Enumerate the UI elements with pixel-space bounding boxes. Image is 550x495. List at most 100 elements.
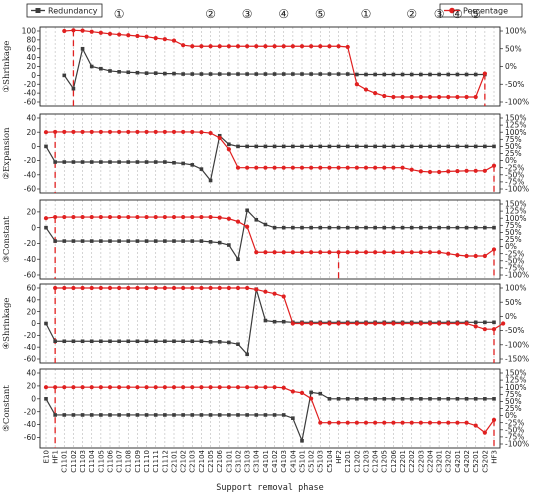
- right-tick-label: 0%: [505, 242, 517, 251]
- left-tick-label: 0: [31, 223, 36, 232]
- percentage-point: [199, 44, 204, 49]
- percentage-point: [107, 31, 113, 36]
- percentage-point: [373, 165, 378, 170]
- percentage-point: [464, 321, 469, 326]
- redundancy-point: [44, 321, 48, 326]
- redundancy-point: [71, 239, 76, 243]
- percentage-point: [226, 147, 231, 152]
- percentage-point: [281, 294, 286, 299]
- percentage-point: [80, 129, 85, 135]
- redundancy-point: [263, 318, 268, 323]
- percentage-point: [464, 253, 469, 259]
- percentage-point: [437, 321, 442, 326]
- percentage-point: [162, 285, 167, 291]
- redundancy-point: [53, 413, 57, 417]
- right-tick-label: -75%: [505, 264, 524, 273]
- redundancy-point: [309, 144, 313, 149]
- percentage-point: [254, 287, 259, 292]
- percentage-point: [400, 420, 405, 425]
- x-tick-label: C4103: [280, 450, 288, 473]
- percentage-point: [245, 285, 250, 291]
- percentage-point: [446, 321, 451, 326]
- redundancy-point: [391, 397, 396, 401]
- percentage-point: [391, 420, 396, 425]
- redundancy-point: [144, 339, 149, 344]
- percentage-point: [153, 129, 158, 135]
- left-tick-label: 20: [26, 62, 36, 71]
- redundancy-point: [163, 339, 167, 344]
- panel-frame: [39, 368, 501, 449]
- left-tick-label: 100: [22, 27, 37, 36]
- x-tick-label: HF2: [335, 450, 343, 464]
- x-tick-label: C1204: [372, 449, 380, 472]
- percentage-point: [446, 251, 451, 256]
- panel-3: 200-20-40-60150%125%100%75%50%25%0%-25%-…: [2, 199, 529, 280]
- redundancy-line: [45, 391, 494, 443]
- redundancy-point: [318, 225, 323, 230]
- redundancy-line: [45, 134, 494, 182]
- redundancy-point: [227, 72, 231, 76]
- right-tick-label: 75%: [505, 390, 522, 399]
- percentage-point: [171, 385, 177, 390]
- percentage-point: [126, 214, 131, 220]
- percentage-point: [345, 165, 350, 170]
- right-tick-label: 0%: [505, 156, 517, 165]
- percentage-point: [135, 385, 140, 390]
- x-tick-label: C1101: [61, 450, 69, 473]
- percentage-point: [235, 285, 241, 291]
- x-tick-label: C1203: [362, 450, 370, 473]
- percentage-point: [107, 214, 113, 220]
- right-tick-label: -25%: [505, 249, 524, 258]
- redundancy-point: [80, 46, 85, 51]
- redundancy-point: [181, 339, 185, 344]
- percentage-point: [299, 321, 305, 326]
- percentage-point: [482, 327, 487, 332]
- left-tick-label: 20: [26, 307, 36, 316]
- redundancy-point: [117, 70, 121, 74]
- redundancy-point: [163, 413, 167, 417]
- percentage-point: [235, 385, 241, 390]
- x-tick-label: C4201: [454, 450, 462, 473]
- percentage-point: [254, 385, 259, 390]
- right-tick-label: 125%: [505, 376, 526, 385]
- left-tick-label: 0: [31, 394, 36, 403]
- percentage-point: [446, 94, 451, 100]
- percentage-point: [71, 28, 76, 33]
- redundancy-point: [263, 144, 268, 149]
- percentage-point: [446, 420, 451, 425]
- percentage-point: [235, 219, 241, 224]
- redundancy-point: [263, 72, 268, 76]
- percentage-point: [190, 44, 195, 49]
- x-tick-label: C5104: [326, 449, 334, 472]
- percentage-point: [437, 420, 442, 425]
- x-tick-label: C2202: [408, 450, 416, 473]
- percentage-point: [153, 214, 158, 220]
- x-tick-label: C3103: [244, 450, 252, 473]
- x-tick-label: C3104: [253, 449, 261, 472]
- redundancy-point: [464, 144, 469, 149]
- percentage-point: [309, 44, 314, 49]
- percentage-point: [409, 420, 414, 425]
- x-axis-title: Support removal phase: [216, 483, 323, 493]
- percentage-series: [43, 214, 497, 259]
- percentage-point: [181, 385, 186, 390]
- redundancy-point: [227, 340, 231, 345]
- percentage-point: [171, 38, 177, 43]
- legend: Redundancy Percentage: [26, 3, 523, 18]
- redundancy-point: [89, 64, 94, 69]
- x-tick-label: C4104: [289, 449, 297, 472]
- x-tick-label: C5201: [472, 450, 480, 473]
- redundancy-point: [99, 66, 103, 71]
- percentage-point: [418, 321, 423, 326]
- percentage-point: [281, 165, 286, 170]
- percentage-point: [336, 44, 341, 49]
- redundancy-point: [309, 225, 313, 230]
- x-tick-label: C1103: [79, 450, 87, 473]
- right-tick-label: 100%: [505, 214, 526, 223]
- percentage-point: [482, 71, 487, 76]
- percentage-point: [327, 420, 332, 425]
- left-tick-label: -20: [24, 156, 36, 165]
- redundancy-point: [492, 144, 496, 149]
- x-tick-label: C1112: [161, 450, 169, 473]
- percentage-point: [400, 94, 405, 100]
